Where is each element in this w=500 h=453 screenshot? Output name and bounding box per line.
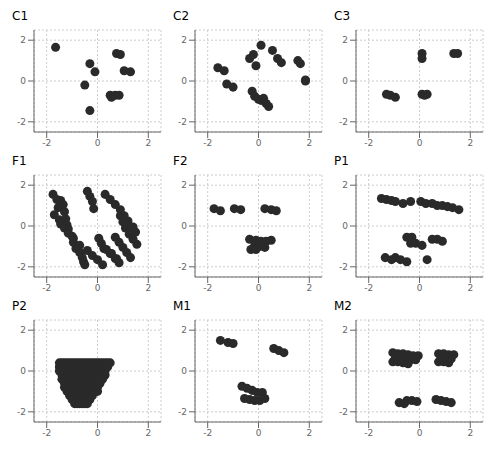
svg-text:2: 2 [342, 180, 348, 190]
svg-text:0: 0 [342, 76, 348, 86]
html-text:F1: F1 [12, 154, 27, 168]
svg-text:0: 0 [20, 76, 26, 86]
svg-text:0: 0 [417, 283, 423, 293]
svg-text:-2: -2 [178, 117, 187, 127]
svg-text:0: 0 [20, 366, 26, 376]
html-text:M2: M2 [334, 299, 352, 313]
svg-text:-2: -2 [42, 428, 51, 438]
svg-text:-2: -2 [203, 428, 212, 438]
svg-text:0: 0 [342, 366, 348, 376]
svg-text:-2: -2 [203, 283, 212, 293]
svg-text:0: 0 [256, 283, 262, 293]
svg-text:-2: -2 [42, 138, 51, 148]
svg-text:-2: -2 [42, 283, 51, 293]
svg-text:2: 2 [181, 180, 187, 190]
svg-text:-2: -2 [17, 262, 26, 272]
svg-text:0: 0 [256, 428, 262, 438]
svg-text:-2: -2 [339, 407, 348, 417]
svg-text:2: 2 [20, 325, 26, 335]
html-text:C1: C1 [12, 9, 28, 23]
svg-text:0: 0 [417, 138, 423, 148]
svg-text:2: 2 [20, 180, 26, 190]
html-text:M1: M1 [173, 299, 191, 313]
html-text:P2: P2 [12, 299, 27, 313]
svg-text:2: 2 [145, 428, 151, 438]
svg-text:0: 0 [95, 428, 101, 438]
svg-text:2: 2 [145, 138, 151, 148]
svg-text:0: 0 [20, 221, 26, 231]
html-text:C3: C3 [334, 9, 350, 23]
svg-text:-2: -2 [178, 262, 187, 272]
svg-text:0: 0 [417, 428, 423, 438]
svg-text:-2: -2 [17, 117, 26, 127]
svg-text:2: 2 [306, 283, 312, 293]
svg-text:2: 2 [342, 325, 348, 335]
svg-text:0: 0 [181, 366, 187, 376]
html-text:F2: F2 [173, 154, 188, 168]
html-text:P1: P1 [334, 154, 349, 168]
svg-text:0: 0 [256, 138, 262, 148]
svg-text:0: 0 [95, 138, 101, 148]
svg-text:2: 2 [181, 325, 187, 335]
svg-text:2: 2 [20, 35, 26, 45]
svg-text:2: 2 [306, 138, 312, 148]
svg-text:2: 2 [467, 283, 473, 293]
svg-text:-2: -2 [178, 407, 187, 417]
svg-text:2: 2 [181, 35, 187, 45]
svg-text:2: 2 [145, 283, 151, 293]
svg-text:-2: -2 [364, 138, 373, 148]
svg-text:-2: -2 [339, 262, 348, 272]
svg-text:-2: -2 [364, 428, 373, 438]
svg-text:2: 2 [306, 428, 312, 438]
svg-text:-2: -2 [17, 407, 26, 417]
svg-text:0: 0 [181, 221, 187, 231]
svg-text:2: 2 [342, 35, 348, 45]
svg-text:0: 0 [342, 221, 348, 231]
svg-text:0: 0 [95, 283, 101, 293]
svg-text:-2: -2 [364, 283, 373, 293]
svg-text:2: 2 [467, 138, 473, 148]
svg-text:0: 0 [181, 76, 187, 86]
svg-text:2: 2 [467, 428, 473, 438]
svg-text:-2: -2 [339, 117, 348, 127]
html-text:C2: C2 [173, 9, 189, 23]
svg-text:-2: -2 [203, 138, 212, 148]
